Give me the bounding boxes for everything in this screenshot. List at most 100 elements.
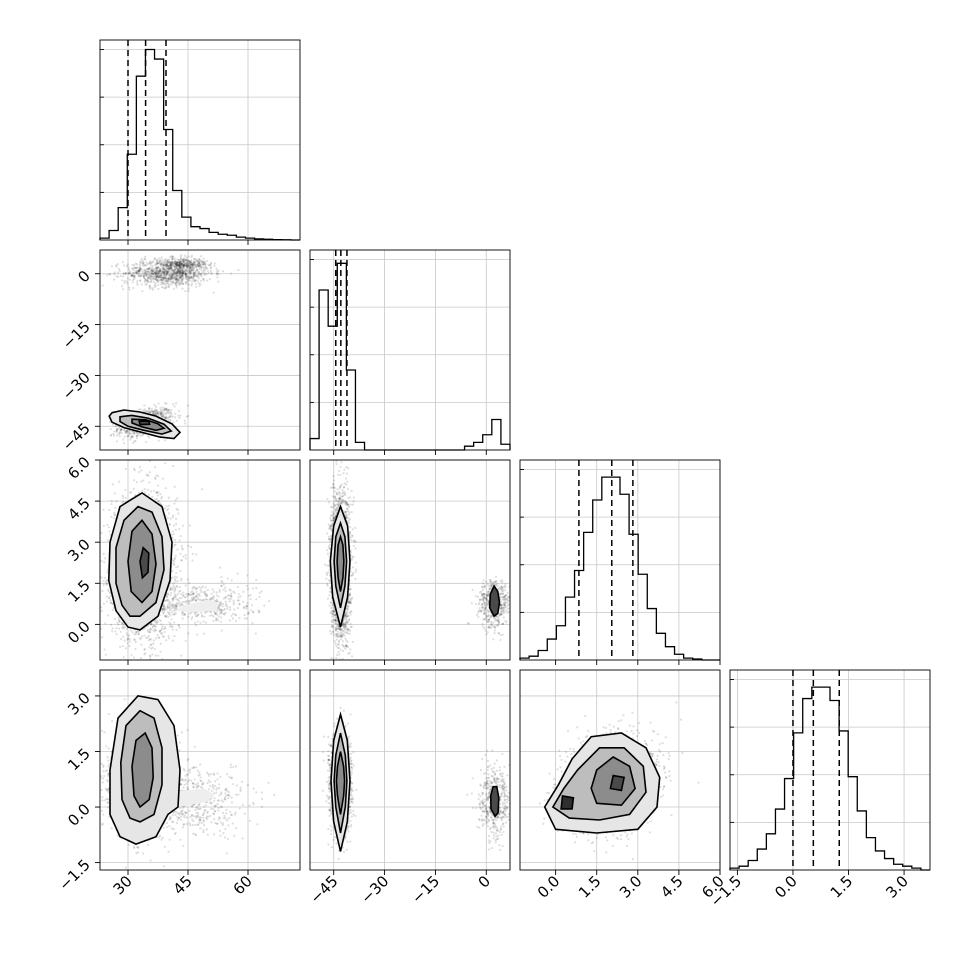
sample-point	[111, 602, 114, 605]
sample-point	[154, 629, 157, 633]
sample-point	[164, 415, 167, 418]
sample-point	[209, 269, 212, 273]
sample-point	[157, 439, 160, 442]
sample-point	[180, 262, 183, 265]
sample-point	[179, 271, 182, 274]
sample-point	[204, 621, 208, 624]
sample-point	[198, 259, 202, 262]
sample-point	[221, 270, 225, 273]
sample-point	[187, 263, 190, 266]
sample-point	[196, 260, 199, 263]
sample-point	[174, 265, 178, 268]
sample-point	[151, 653, 154, 656]
sample-point	[121, 622, 125, 625]
sample-point	[230, 595, 233, 598]
sample-point	[152, 489, 155, 492]
sample-point	[181, 274, 184, 277]
sample-point	[158, 259, 161, 263]
sample-point	[196, 274, 199, 278]
sample-point	[183, 264, 186, 267]
panel-frame	[309, 249, 511, 451]
sample-point	[197, 259, 200, 263]
sample-point	[196, 280, 199, 283]
sample-point	[170, 256, 173, 259]
sample-point	[172, 264, 175, 268]
sample-point	[185, 275, 188, 278]
density-panel-1: 0.01.53.04.56.0	[64, 453, 301, 665]
sample-point	[176, 264, 179, 267]
sample-point	[190, 269, 193, 272]
sample-point	[124, 430, 128, 433]
sample-point	[174, 608, 177, 611]
sample-point	[176, 268, 179, 271]
sample-point	[132, 274, 136, 278]
sample-point	[192, 592, 195, 595]
sample-point	[190, 284, 193, 287]
sample-point	[168, 611, 171, 614]
sample-point	[178, 272, 181, 275]
sample-point	[164, 279, 168, 282]
sample-point	[140, 480, 143, 483]
sample-point	[178, 596, 181, 600]
sample-point	[188, 272, 192, 276]
sample-point	[197, 264, 200, 267]
sample-point	[195, 285, 198, 288]
sample-point	[160, 276, 163, 280]
sample-point	[156, 273, 159, 277]
sample-point	[224, 590, 227, 593]
sample-point	[191, 262, 195, 265]
sample-point	[173, 621, 176, 624]
sample-point	[159, 412, 162, 415]
sample-point	[192, 273, 195, 276]
sample-point	[163, 607, 166, 610]
sample-point	[175, 271, 178, 274]
sample-point	[155, 409, 158, 412]
sample-point	[168, 602, 171, 605]
sample-point	[180, 259, 183, 262]
sample-point	[163, 260, 166, 263]
sample-point	[174, 268, 177, 271]
sample-point	[122, 288, 125, 291]
sample-point	[124, 272, 127, 275]
sample-point	[181, 270, 184, 273]
sample-point	[160, 272, 163, 275]
sample-point	[246, 587, 250, 591]
sample-point	[181, 274, 184, 278]
sample-point	[183, 419, 186, 422]
sample-point	[186, 278, 189, 281]
sample-point	[156, 621, 159, 624]
sample-point	[132, 432, 135, 435]
sample-point	[181, 600, 184, 604]
sample-point	[166, 259, 169, 262]
sample-point	[172, 272, 175, 275]
sample-point	[181, 277, 185, 280]
sample-point	[174, 612, 177, 615]
sample-point	[142, 275, 145, 278]
sample-point	[117, 616, 121, 620]
sample-point	[171, 261, 175, 265]
sample-point	[174, 278, 177, 281]
sample-point	[130, 274, 133, 278]
sample-point	[167, 266, 170, 269]
panels-layer: −1.5 0.0 1.5 3.0−45−30−1500.01.53.04.56.030…	[55, 39, 931, 911]
sample-point	[160, 414, 164, 417]
sample-point	[155, 279, 159, 283]
sample-point	[138, 263, 141, 267]
sample-point	[185, 265, 188, 268]
panel-frame	[729, 669, 931, 871]
sample-point	[143, 269, 146, 272]
sample-point	[113, 430, 116, 433]
sample-point	[117, 627, 121, 630]
sample-point	[143, 410, 146, 413]
sample-point	[147, 434, 150, 438]
sample-point	[213, 264, 216, 268]
sample-point	[132, 656, 136, 659]
sample-point	[151, 626, 154, 629]
sample-point	[186, 274, 189, 278]
sample-point	[179, 257, 183, 260]
sample-point	[179, 269, 182, 272]
sample-point	[104, 653, 107, 656]
sample-point	[165, 416, 168, 419]
sample-point	[176, 270, 179, 274]
sample-point	[176, 270, 179, 273]
